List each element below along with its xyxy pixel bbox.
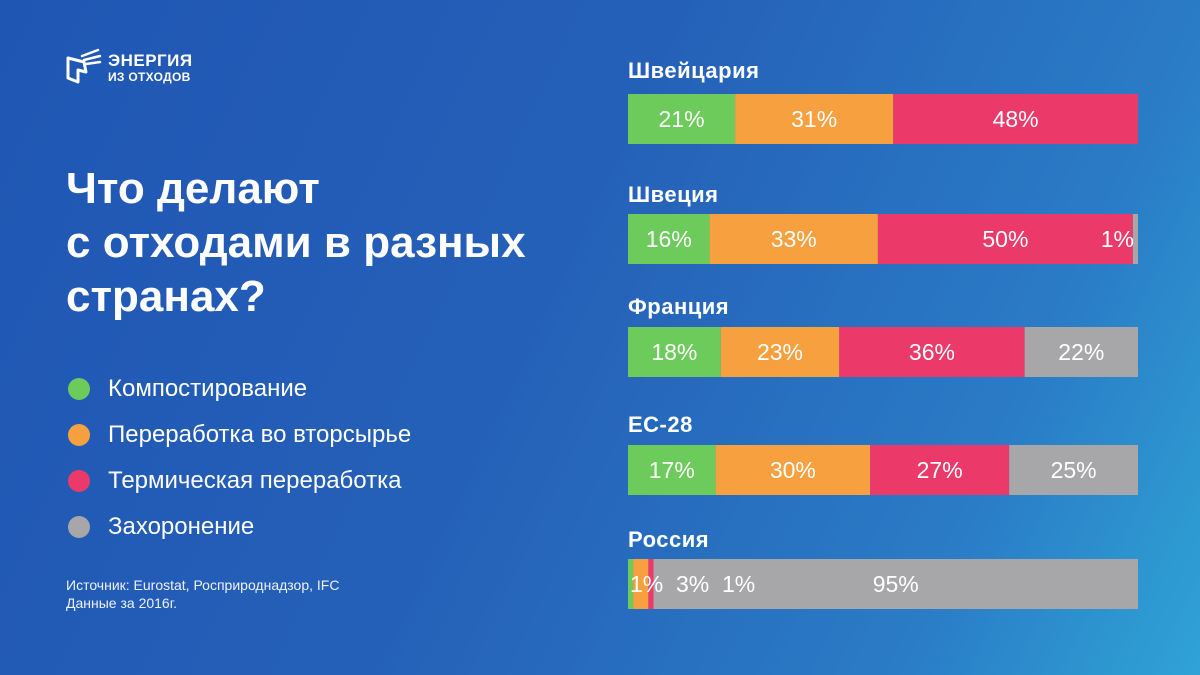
bar-segment	[648, 559, 654, 609]
legend-item-thermal: Термическая переработка	[68, 458, 411, 504]
legend-dot-orange	[68, 424, 90, 446]
bar-segment	[633, 559, 649, 609]
legend-label: Термическая переработка	[108, 467, 402, 494]
logo-text: ЭНЕРГИЯ ИЗ ОТХОДОВ	[108, 52, 193, 83]
legend-dot-pink	[68, 470, 90, 492]
bar-segment	[628, 214, 710, 264]
legend-item-landfill: Захоронение	[68, 504, 411, 550]
legend-dot-gray	[68, 516, 90, 538]
legend-label: Захоронение	[108, 513, 255, 540]
bar-segment	[735, 94, 894, 144]
bar-value-label: 1%	[1101, 226, 1134, 252]
bar-segment	[1024, 327, 1138, 377]
bar-value-label: 48%	[993, 106, 1039, 132]
bar-segment	[720, 327, 840, 377]
chart-legend: Компостирование Переработка во вторсырье…	[68, 366, 411, 550]
bar-segment	[839, 327, 1025, 377]
bar-value-label: 22%	[1058, 339, 1104, 365]
bar-value-label: 17%	[649, 457, 695, 483]
logo-icon	[66, 48, 102, 84]
bar-value-label: 95%	[873, 571, 919, 597]
bar-segment	[893, 94, 1138, 144]
country-label: Россия	[628, 527, 709, 552]
bar-value-label: 31%	[791, 106, 837, 132]
source-line-2: Данные за 2016г.	[66, 595, 177, 611]
bar-segment	[870, 445, 1010, 495]
bar-value-label: 50%	[982, 226, 1028, 252]
bar-segment	[1009, 445, 1138, 495]
legend-label: Переработка во вторсырье	[108, 421, 412, 448]
bar-value-label: 23%	[757, 339, 803, 365]
bar-value-label: 16%	[646, 226, 692, 252]
bar-segment	[628, 94, 736, 144]
source-note: Источник: Eurostat, Росприроднадзор, IFC…	[66, 576, 339, 612]
bar-value-label: 25%	[1051, 457, 1097, 483]
bar-value-label: 1%	[722, 571, 755, 597]
bar-segment	[628, 327, 721, 377]
bar-value-label: 18%	[651, 339, 697, 365]
country-label: Франция	[628, 294, 729, 319]
bar-segment	[877, 214, 1133, 264]
country-label: Швейцария	[628, 58, 759, 83]
legend-item-composting: Компостирование	[68, 366, 411, 412]
bar-value-label: 3%	[676, 571, 709, 597]
country-label: ЕС-28	[628, 412, 693, 437]
legend-label: Компостирование	[108, 375, 308, 402]
bar-segment	[715, 445, 871, 495]
legend-dot-green	[68, 378, 90, 400]
bar-value-label: 1%	[630, 571, 663, 597]
legend-item-recycling: Переработка во вторсырье	[68, 412, 411, 458]
bar-segment	[1132, 214, 1138, 264]
bar-value-label: 30%	[770, 457, 816, 483]
logo-line-1: ЭНЕРГИЯ	[108, 51, 193, 70]
bar-value-label: 27%	[917, 457, 963, 483]
title-line-3: странах?	[66, 272, 266, 321]
title-line-2: с отходами в разных	[66, 218, 526, 267]
source-line-1: Источник: Eurostat, Росприроднадзор, IFC	[66, 577, 340, 593]
bar-segment	[653, 559, 1138, 609]
bar-segment	[628, 445, 716, 495]
country-label: Швеция	[628, 182, 718, 207]
title-line-1: Что делают	[66, 164, 320, 213]
logo: ЭНЕРГИЯ ИЗ ОТХОДОВ	[64, 48, 264, 88]
page-title: Что делают с отходами в разных странах?	[66, 162, 586, 324]
bar-segment	[628, 559, 634, 609]
logo-line-2: ИЗ ОТХОДОВ	[108, 70, 191, 84]
bar-segment	[709, 214, 878, 264]
bar-value-label: 33%	[771, 226, 817, 252]
bar-value-label: 21%	[659, 106, 705, 132]
bar-value-label: 36%	[909, 339, 955, 365]
